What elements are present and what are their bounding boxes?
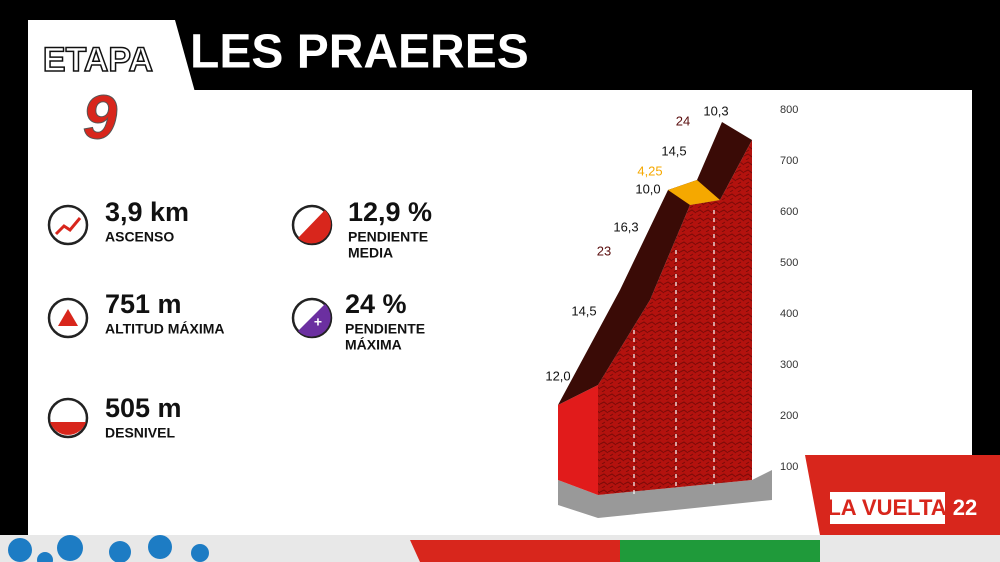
strip-red [410,540,620,562]
stat-label: MEDIA [348,245,393,261]
stage-tab [28,20,195,92]
profile [558,122,772,518]
dots [8,535,209,562]
stat-label: ASCENSO [105,229,174,245]
segment-label: 24 [676,113,690,128]
stat-label: PENDIENTE [348,229,428,245]
altitude-tick: 100 [780,461,798,473]
altitude-tick: 700 [780,155,798,167]
logo-name: LA VUELTA [827,495,946,520]
segment-label: 14,5 [661,143,686,158]
icons: + [47,204,333,439]
stat-value: 12,9 % [348,197,432,227]
stat-label: PENDIENTE [345,321,425,337]
logo-box [830,492,945,524]
altitude-tick: 500 [780,257,798,269]
stat-label: DESNIVEL [105,425,175,441]
stat-label: MÁXIMA [345,337,402,353]
segment-label: 10,0 [635,181,660,196]
segment-label: 10,3 [703,103,728,118]
segment-label: 23 [597,243,611,258]
stat-value: 3,9 km [105,197,189,227]
logo-year: 22 [953,495,977,520]
stat-value: 24 % [345,289,407,319]
stat-value: 505 m [105,393,182,423]
stage-number: 9 [83,83,118,152]
altitude-tick: 800 [780,104,798,116]
altitude-tick: 400 [780,308,798,320]
stat-value: 751 m [105,289,182,319]
altitude-axis: 800 700 600 500 400 300 200 100 [780,104,798,473]
stat-label: ALTITUD MÁXIMA [105,321,225,337]
segment-label: 14,5 [571,303,596,318]
strip-green [620,540,820,562]
title: LES PRAERES [190,26,529,79]
segment-label: 4,25 [637,163,662,178]
altitude-tick: 200 [780,410,798,422]
segment-label: 16,3 [613,219,638,234]
svg-text:+: + [314,314,322,330]
segment-label: 12,0 [545,368,570,383]
altitude-tick: 600 [780,206,798,218]
altitude-tick: 300 [780,359,798,371]
stage-label: ETAPA [43,41,153,79]
